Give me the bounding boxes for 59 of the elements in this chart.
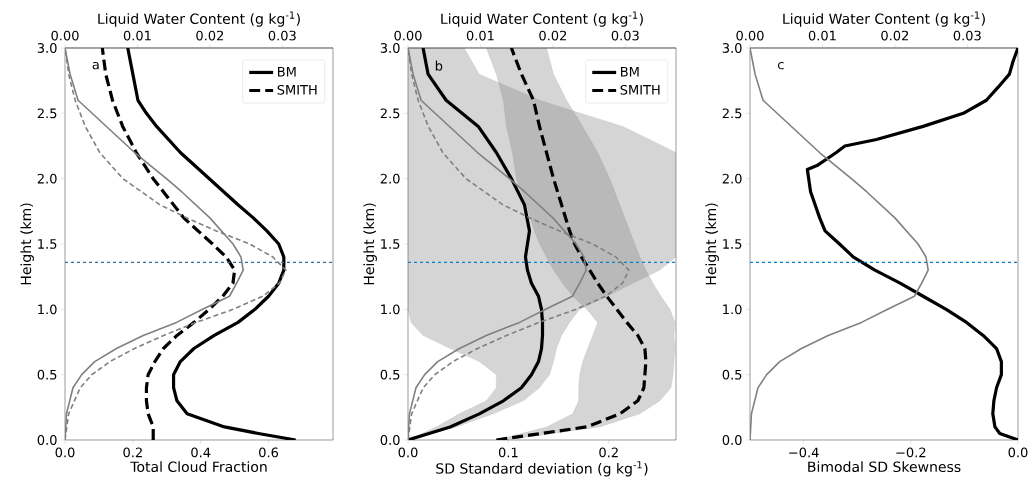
y-tick-label: 1.5 bbox=[723, 239, 742, 249]
x2-tick-label: 0.02 bbox=[881, 30, 909, 41]
x2-tick-label: 0.02 bbox=[539, 30, 567, 41]
x2-tick-label: 0.03 bbox=[268, 30, 296, 41]
y-tick-label: 1.5 bbox=[381, 239, 400, 249]
x2-tick-label: 0.00 bbox=[394, 30, 422, 41]
y-tick-label: 2.0 bbox=[722, 173, 742, 184]
x-axis-title: Total Cloud Fraction bbox=[130, 461, 267, 473]
legend-label: BM bbox=[621, 66, 639, 77]
y-axis-title: Height (km) bbox=[705, 203, 719, 285]
annotation: b bbox=[435, 60, 443, 71]
y-tick-label: 2.0 bbox=[380, 173, 400, 184]
y-tick-label: 0.0 bbox=[37, 435, 57, 445]
x2-tick-label: 0.01 bbox=[808, 30, 836, 41]
x-tick-label: 0.4 bbox=[191, 447, 211, 458]
annotation: c bbox=[777, 61, 784, 70]
annotation: a bbox=[92, 61, 99, 70]
x2-tick-label: 0.00 bbox=[51, 30, 79, 41]
x-tick-label: 0.0 bbox=[398, 447, 418, 458]
x-tick-label: 0.0 bbox=[55, 447, 75, 458]
x2-tick-label: 0.02 bbox=[196, 30, 224, 41]
y-tick-label: 1.0 bbox=[38, 304, 57, 315]
legend-label: SMITH bbox=[620, 84, 660, 95]
x-tick-label: −0.2 bbox=[896, 447, 926, 458]
y-tick-label: 3.0 bbox=[37, 43, 57, 53]
x2-axis-title: Liquid Water Content (g kg$^{-1}$) bbox=[441, 11, 643, 27]
x-axis-title: SD Standard deviation (g kg$^{-1}$) bbox=[436, 461, 648, 477]
x-tick-label: 0.6 bbox=[259, 447, 279, 458]
x2-axis-title: Liquid Water Content (g kg$^{-1}$) bbox=[98, 11, 300, 27]
y-axis-title: Height (km) bbox=[20, 203, 34, 285]
x-tick-label: 0.0 bbox=[1008, 447, 1028, 458]
x2-axis-title: Liquid Water Content (g kg$^{-1}$) bbox=[783, 11, 985, 27]
y-tick-label: 0.5 bbox=[380, 369, 400, 380]
y-tick-label: 0.5 bbox=[37, 369, 57, 380]
y-tick-label: 3.0 bbox=[380, 43, 400, 53]
y-tick-label: 0.0 bbox=[722, 435, 742, 445]
y-tick-label: 2.5 bbox=[380, 108, 400, 119]
y-axis-title: Height (km) bbox=[363, 203, 377, 285]
x2-tick-label: 0.00 bbox=[736, 30, 764, 41]
legend-label: BM bbox=[278, 66, 296, 77]
x-tick-label: 0.2 bbox=[599, 447, 618, 458]
x2-tick-label: 0.03 bbox=[611, 30, 639, 41]
y-tick-label: 1.0 bbox=[723, 304, 742, 315]
legend-label: SMITH bbox=[277, 84, 317, 95]
x-tick-label: 0.2 bbox=[123, 447, 142, 458]
y-tick-label: 1.0 bbox=[381, 304, 400, 315]
x-tick-label: −0.4 bbox=[789, 447, 819, 458]
y-tick-label: 0.0 bbox=[380, 435, 400, 445]
x-axis-title: Bimodal SD Skewness bbox=[808, 461, 961, 473]
y-tick-label: 2.5 bbox=[722, 108, 742, 119]
y-tick-label: 0.5 bbox=[722, 369, 742, 380]
y-tick-label: 1.5 bbox=[38, 239, 57, 249]
y-tick-label: 3.0 bbox=[722, 43, 742, 53]
x2-tick-label: 0.01 bbox=[123, 30, 151, 41]
x2-tick-label: 0.03 bbox=[953, 30, 981, 41]
y-tick-label: 2.5 bbox=[37, 108, 57, 119]
y-tick-label: 2.0 bbox=[37, 173, 57, 184]
x2-tick-label: 0.01 bbox=[466, 30, 494, 41]
x-tick-label: 0.1 bbox=[498, 447, 518, 458]
